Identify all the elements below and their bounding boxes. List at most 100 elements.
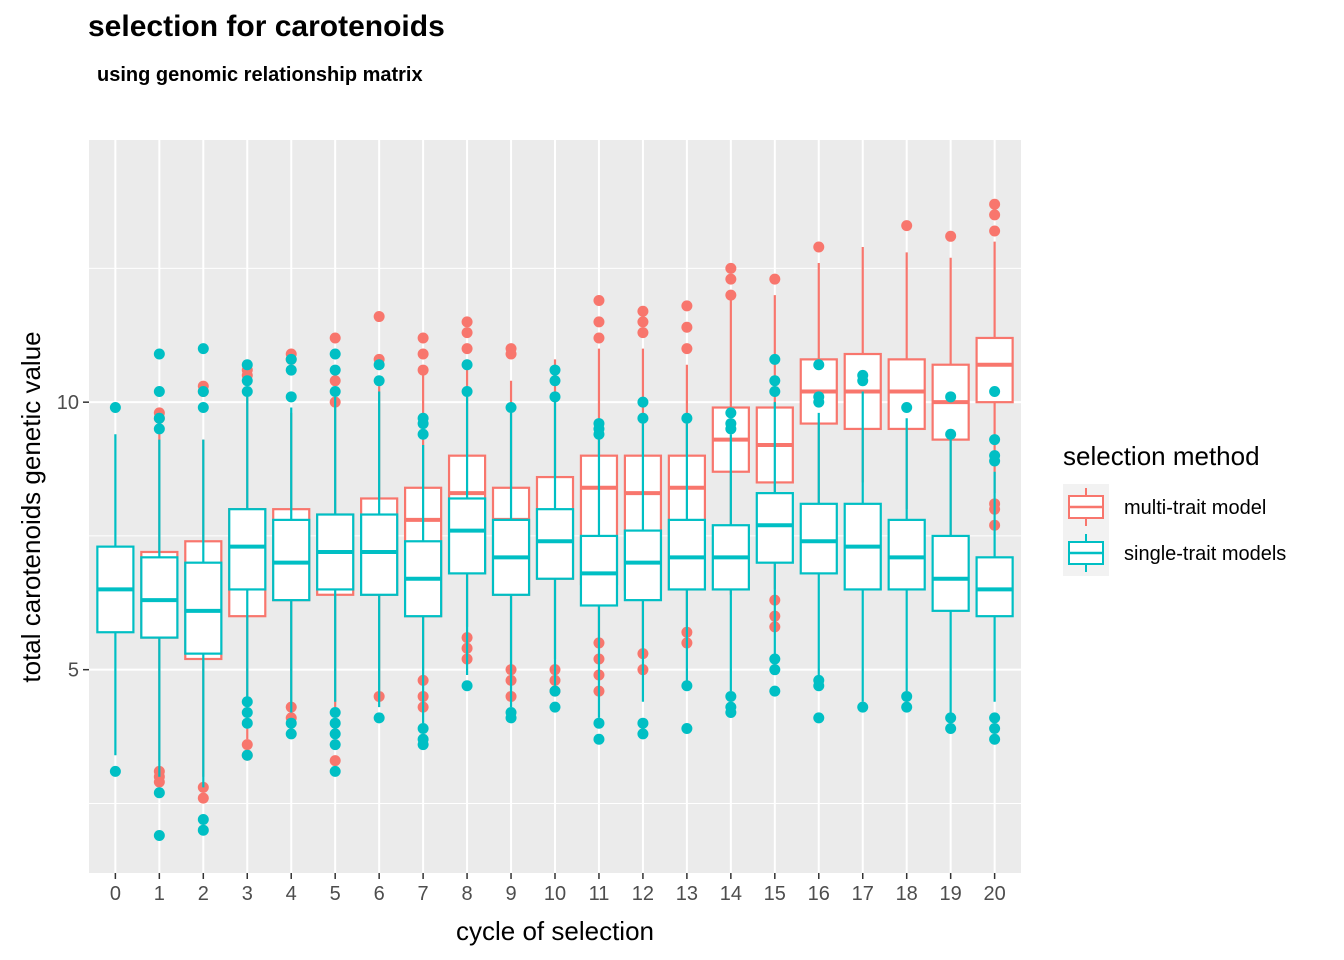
outlier-point [725,690,737,702]
x-tick-label: 15 [764,883,786,905]
x-tick-label: 0 [110,883,121,905]
outlier-point [637,316,649,328]
box-single-trait-3 [228,359,267,761]
outlier-point [461,327,473,339]
y-tick-label: 5 [68,660,79,682]
x-tick-label: 12 [632,883,654,905]
box-body [931,534,970,612]
outlier-point [461,385,473,397]
box-single-trait-8 [447,359,487,692]
outlier-point [681,412,693,424]
box-single-trait-15 [755,353,794,697]
outlier-point [461,680,473,692]
outlier-point [637,717,649,729]
outlier-point [989,723,1001,735]
box-single-trait-6 [360,359,399,724]
box-single-trait-13 [667,412,707,735]
x-axis-title: cycle of selection [456,916,654,946]
outlier-point [549,391,561,403]
outlier-point [637,412,649,424]
outlier-point [989,434,1001,446]
box-single-trait-11 [579,418,619,745]
outlier-point [109,402,121,414]
box-body [535,508,575,580]
outlier-point [549,375,561,387]
legend-key-single-trait [1068,534,1104,572]
x-tick-label: 1 [154,883,165,905]
outlier-point [461,359,473,371]
outlier-point [945,712,957,724]
outlier-point [505,712,517,724]
outlier-point [857,701,869,713]
outlier-point [637,728,649,740]
chart-subtitle: using genomic relationship matrix [97,64,423,86]
box-single-trait-7 [403,412,443,751]
outlier-point [241,385,253,397]
outlier-point [725,289,737,301]
outlier-point [329,717,341,729]
outlier-point [241,739,253,751]
outlier-point [329,332,341,344]
box-single-trait-2 [184,343,223,836]
outlier-point [373,375,385,387]
outlier-point [197,813,209,825]
outlier-point [285,728,297,740]
outlier-point [725,706,737,718]
outlier-point [813,241,825,253]
outlier-point [153,787,165,799]
x-tick-label: 5 [330,883,341,905]
outlier-point [769,653,781,665]
outlier-point [197,792,209,804]
x-tick-label: 7 [418,883,429,905]
legend-label-multi-trait: multi-trait model [1124,497,1266,519]
outlier-point [989,712,1001,724]
outlier-point [813,391,825,403]
box-single-trait-1 [140,348,179,842]
box-multi-trait-18 [887,220,926,510]
outlier-point [989,450,1001,462]
outlier-point [373,712,385,724]
x-tick-label: 4 [286,883,297,905]
outlier-point [593,418,605,430]
outlier-point [901,690,913,702]
outlier-point [945,230,957,242]
box-single-trait-14 [711,407,750,718]
outlier-point [329,755,341,767]
outlier-point [769,375,781,387]
outlier-point [857,369,869,381]
outlier-point [461,343,473,355]
outlier-point [725,407,737,419]
legend-label-single-trait: single-trait models [1124,543,1286,565]
outlier-point [197,343,209,355]
box-body [272,518,311,602]
outlier-point [637,327,649,339]
box-body [887,358,926,431]
x-tick-label: 10 [544,883,566,905]
outlier-point [285,391,297,403]
outlier-point [373,359,385,371]
box-body [799,502,838,575]
legend-key-multi-trait [1068,488,1104,526]
outlier-point [989,198,1001,210]
box-single-trait-0 [96,402,135,777]
outlier-point [153,412,165,424]
outlier-point [417,332,429,344]
box-body [755,492,794,564]
outlier-point [417,348,429,360]
outlier-point [681,680,693,692]
outlier-point [417,412,429,424]
legend-title: selection method [1063,441,1260,471]
outlier-point [549,364,561,376]
x-tick-label: 16 [808,883,830,905]
x-tick-label: 17 [852,883,874,905]
box-single-trait-4 [272,353,311,740]
outlier-point [681,321,693,333]
outlier-point [769,273,781,285]
outlier-point [725,262,737,274]
outlier-point [241,749,253,761]
x-axis: 0 1 2 3 4 5 6 7 8 9 10 11 12 13 14 15 16 17 18 19 20 [110,873,1006,905]
outlier-point [989,225,1001,237]
x-tick-label: 9 [505,883,516,905]
y-axis: 5 10 [57,392,89,682]
